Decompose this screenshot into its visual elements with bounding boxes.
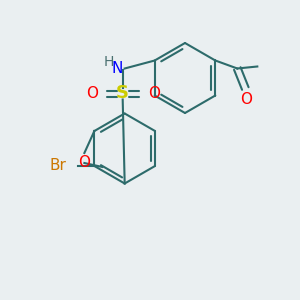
Text: Br: Br: [50, 158, 66, 173]
Text: O: O: [78, 155, 90, 170]
Text: O: O: [86, 86, 98, 101]
Text: H: H: [103, 56, 114, 70]
Text: O: O: [148, 86, 160, 101]
Text: N: N: [111, 61, 123, 76]
Text: O: O: [240, 92, 252, 106]
Text: S: S: [116, 85, 129, 103]
